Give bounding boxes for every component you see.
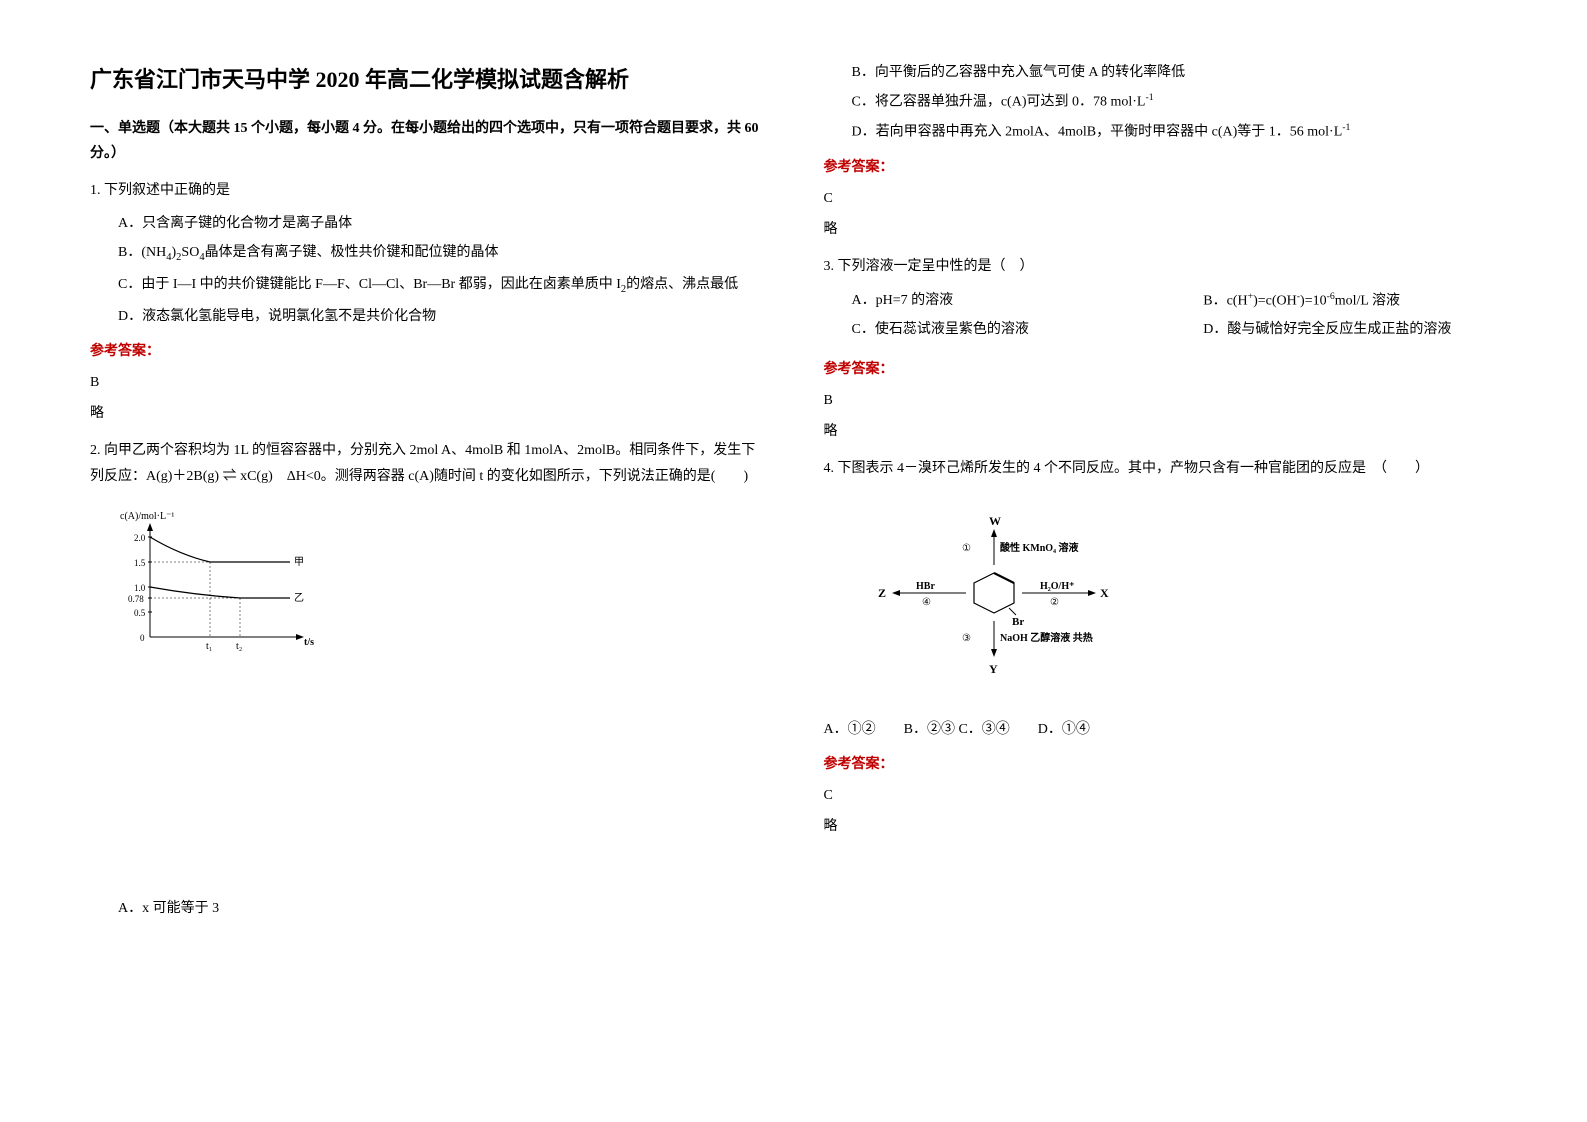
q2-chart: c(A)/mol·L⁻¹ 2.0 1.5 1.0 0.78 0.5 0 t₁ t…	[110, 507, 330, 657]
q1-opt-a: A．只含离子键的化合物才是离子晶体	[118, 211, 764, 236]
chart-ylabel: c(A)/mol·L⁻¹	[120, 511, 174, 522]
series-yi: 乙	[294, 592, 304, 604]
r1-text: 酸性 KMnO₄ 溶液	[1000, 541, 1079, 554]
q2d-sup: -1	[1342, 122, 1350, 133]
node-w: W	[989, 514, 1001, 528]
q2-answer-label: 参考答案：	[824, 155, 1498, 180]
r3-num: ③	[962, 633, 971, 644]
r2-text: H₂O/H⁺	[1040, 581, 1074, 592]
q1c-pre: C．由于 I—I 中的共价键键能比 F—F、Cl—Cl、Br—Br 都弱，因此在…	[118, 277, 621, 292]
q4-note: 略	[824, 814, 1498, 839]
q3b-sup3: -6	[1327, 291, 1335, 302]
q3-stem: 3. 下列溶液一定呈中性的是（ ）	[824, 254, 1498, 279]
doc-title: 广东省江门市天马中学 2020 年高二化学模拟试题含解析	[90, 60, 764, 100]
xtick-t2: t₂	[236, 641, 242, 652]
q2-opt-c: C．将乙容器单独升温，c(A)可达到 0．78 mol·L-1	[852, 89, 1498, 115]
q3-opt-b: B．c(H+)=c(OH-)=10-6mol/L 溶液	[1203, 288, 1497, 314]
q2-opt-a: A．x 可能等于 3	[118, 896, 764, 921]
right-column: B．向平衡后的乙容器中充入氩气可使 A 的转化率降低 C．将乙容器单独升温，c(…	[824, 60, 1498, 1062]
xtick-t1: t₁	[206, 641, 212, 652]
q2c-pre: C．将乙容器单独升温，c(A)可达到 0．78 mol·L	[852, 95, 1146, 110]
q2-stem: 2. 向甲乙两个容积均为 1L 的恒容容器中，分别充入 2mol A、4molB…	[90, 438, 764, 488]
r3-text: NaOH 乙醇溶液 共热	[1000, 631, 1093, 644]
q1-opt-d: D．液态氯化氢能导电，说明氯化氢不是共价化合物	[118, 304, 764, 329]
q1-note: 略	[90, 401, 764, 426]
r4-text: HBr	[916, 581, 935, 592]
ytick-2.0: 2.0	[134, 533, 146, 543]
q3-opt-a: A．pH=7 的溶液	[852, 288, 1146, 314]
q3-answer: B	[824, 388, 1498, 413]
q1-opt-b: B．(NH4)2SO4晶体是含有离子键、极性共价键和配位键的晶体	[118, 240, 764, 268]
q3b-mid: )=c(OH	[1253, 293, 1297, 308]
q4-stem: 4. 下图表示 4－溴环己烯所发生的 4 个不同反应。其中，产物只含有一种官能团…	[824, 456, 1498, 481]
q3b-mid2: )=10	[1300, 293, 1327, 308]
node-z: Z	[878, 586, 886, 600]
q2-answer: C	[824, 186, 1498, 211]
q1b-mid2: SO	[181, 245, 199, 260]
q2d-pre: D．若向甲容器中再充入 2molA、4molB，平衡时甲容器中 c(A)等于 1…	[852, 125, 1343, 140]
q3-note: 略	[824, 419, 1498, 444]
series-jia: 甲	[294, 557, 304, 568]
q1c-post: 的熔点、沸点最低	[626, 277, 738, 292]
q2-opt-d: D．若向甲容器中再充入 2molA、4molB，平衡时甲容器中 c(A)等于 1…	[852, 119, 1498, 145]
section-header: 一、单选题（本大题共 15 个小题，每小题 4 分。在每小题给出的四个选项中，只…	[90, 116, 764, 166]
curve-yi	[150, 587, 290, 598]
node-y: Y	[989, 662, 998, 676]
r4-num: ④	[922, 597, 931, 608]
q1-opt-c: C．由于 I—I 中的共价键键能比 F—F、Cl—Cl、Br—Br 都弱，因此在…	[90, 272, 764, 300]
chart-xlabel: t/s	[304, 637, 314, 648]
ytick-0.78: 0.78	[128, 594, 144, 604]
q1-answer-label: 参考答案：	[90, 339, 764, 364]
node-x: X	[1100, 586, 1109, 600]
center-br: Br	[1012, 616, 1024, 628]
q3-opt-d: D．酸与碱恰好完全反应生成正盐的溶液	[1203, 317, 1497, 342]
curve-jia	[150, 537, 290, 562]
q3-answer-label: 参考答案：	[824, 357, 1498, 382]
q1b-pre: B．(NH	[118, 245, 166, 260]
q1-answer: B	[90, 370, 764, 395]
q4-choices: A．①② B．②③ C．③④ D．①④	[824, 717, 1498, 742]
q3b-post: mol/L 溶液	[1335, 293, 1400, 308]
ytick-0: 0	[140, 633, 145, 643]
r1-num: ①	[962, 543, 971, 554]
q2c-sup: -1	[1145, 92, 1153, 103]
q1b-post: 晶体是含有离子键、极性共价键和配位键的晶体	[205, 245, 499, 260]
r2-num: ②	[1050, 597, 1059, 608]
q3-opt-c: C．使石蕊试液呈紫色的溶液	[852, 317, 1146, 342]
q4-diagram: Br W ① 酸性 KMnO₄ 溶液 X H₂O/H⁺ ② Y ③ NaOH 乙…	[844, 503, 1164, 683]
q3b-pre: B．c(H	[1203, 293, 1247, 308]
ytick-0.5: 0.5	[134, 608, 146, 618]
ytick-1.0: 1.0	[134, 583, 146, 593]
q4-answer: C	[824, 783, 1498, 808]
q2-note: 略	[824, 217, 1498, 242]
q4-answer-label: 参考答案：	[824, 752, 1498, 777]
q1-stem: 1. 下列叙述中正确的是	[90, 178, 764, 203]
q2-opt-b: B．向平衡后的乙容器中充入氩气可使 A 的转化率降低	[852, 60, 1498, 85]
left-column: 广东省江门市天马中学 2020 年高二化学模拟试题含解析 一、单选题（本大题共 …	[90, 60, 764, 1062]
ytick-1.5: 1.5	[134, 558, 146, 568]
